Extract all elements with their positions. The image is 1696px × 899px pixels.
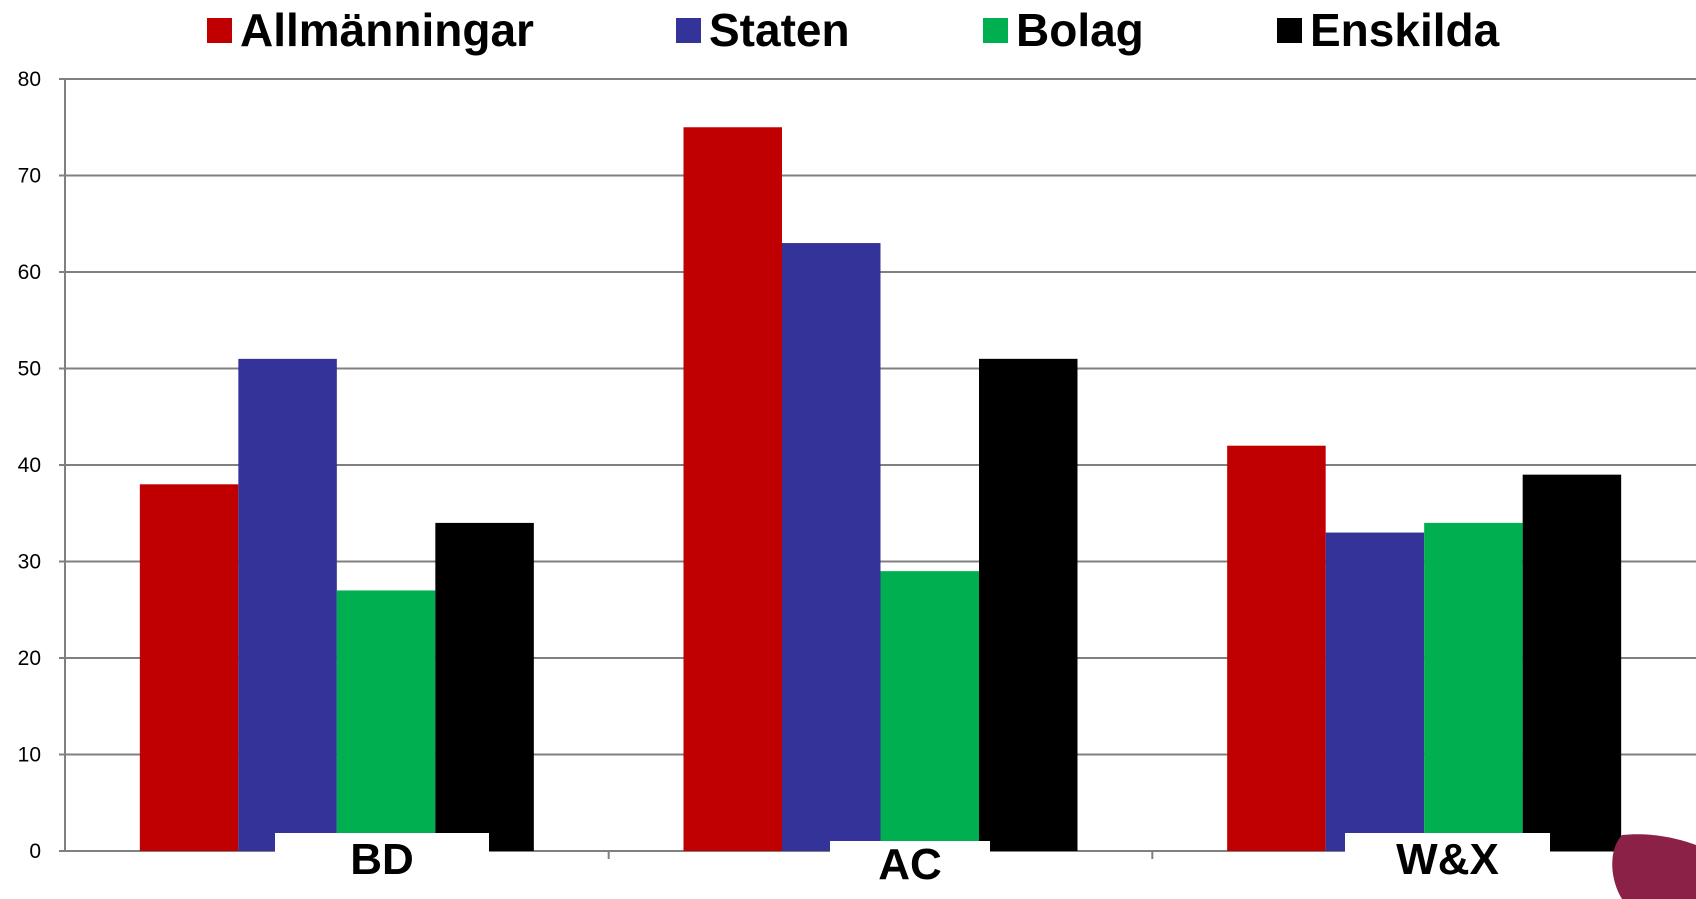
- decorative-corner-shape: [1612, 834, 1696, 899]
- bar-enskilda-ac: [979, 358, 1078, 851]
- y-tick-label-80: 80: [18, 68, 41, 91]
- x-label-box-2: [1345, 833, 1550, 899]
- x-category-label-2: W&X: [1396, 835, 1499, 884]
- legend-item-staten: Staten: [676, 2, 850, 58]
- legend-swatch-allmanningar: [207, 17, 232, 43]
- bar-bolag-bd: [336, 590, 436, 851]
- bar-allmanningar-ac: [683, 127, 782, 851]
- y-tick-label-30: 30: [18, 551, 41, 574]
- legend-label-bolag: Bolag: [1016, 4, 1144, 56]
- legend-swatch-enskilda: [1277, 17, 1302, 43]
- x-label-box-1: [830, 841, 990, 899]
- bar-bolag-wx: [1424, 522, 1523, 851]
- chart-legend: Allmänningar Staten Bolag Enskilda: [0, 2, 1696, 58]
- legend-item-allmanningar: Allmänningar: [207, 2, 534, 58]
- y-tick-label-0: 0: [29, 840, 41, 863]
- legend-label-staten: Staten: [709, 4, 850, 56]
- bar-allmanningar-wx: [1227, 445, 1326, 851]
- legend-swatch-bolag: [983, 17, 1008, 43]
- bar-staten-bd: [238, 358, 337, 851]
- y-tick-label-50: 50: [18, 358, 41, 381]
- y-tick-label-40: 40: [18, 454, 41, 477]
- bar-allmanningar-bd: [139, 484, 239, 851]
- bar-enskilda-wx: [1522, 474, 1622, 851]
- legend-item-enskilda: Enskilda: [1277, 2, 1499, 58]
- bar-staten-wx: [1325, 532, 1425, 851]
- legend-label-enskilda: Enskilda: [1310, 4, 1500, 56]
- y-tick-label-10: 10: [18, 744, 41, 767]
- bar-bolag-ac: [880, 571, 979, 851]
- legend-swatch-staten: [676, 17, 701, 43]
- x-category-label-0: BD: [350, 835, 414, 884]
- legend-label-allmanningar: Allmänningar: [240, 4, 534, 56]
- x-category-label-1: AC: [878, 840, 942, 889]
- y-tick-label-20: 20: [18, 647, 41, 670]
- y-tick-label-60: 60: [18, 261, 41, 284]
- legend-item-bolag: Bolag: [983, 2, 1144, 58]
- bar-staten-ac: [782, 243, 881, 852]
- y-tick-label-70: 70: [18, 165, 41, 188]
- bar-enskilda-bd: [435, 522, 534, 851]
- x-label-box-0: [275, 833, 489, 899]
